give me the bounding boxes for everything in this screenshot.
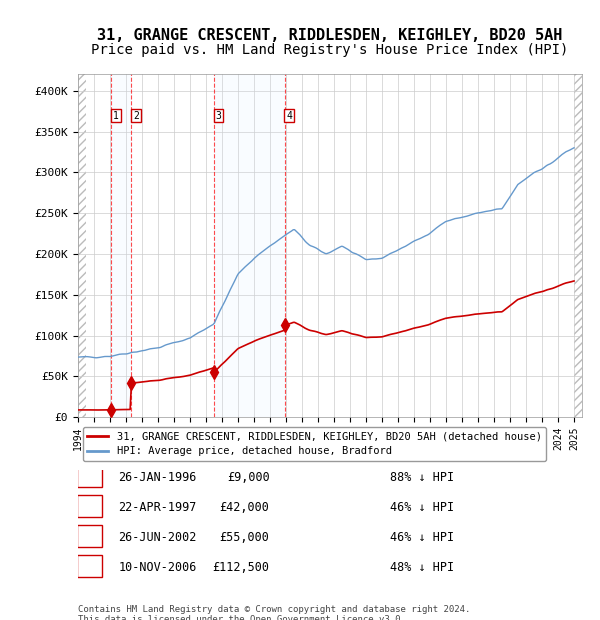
Text: 48% ↓ HPI: 48% ↓ HPI bbox=[391, 561, 455, 574]
Text: 2: 2 bbox=[79, 501, 86, 514]
Legend: 31, GRANGE CRESCENT, RIDDLESDEN, KEIGHLEY, BD20 5AH (detached house), HPI: Avera: 31, GRANGE CRESCENT, RIDDLESDEN, KEIGHLE… bbox=[83, 427, 546, 461]
Text: £112,500: £112,500 bbox=[212, 561, 269, 574]
FancyBboxPatch shape bbox=[77, 495, 102, 517]
Text: 3: 3 bbox=[215, 110, 221, 120]
Bar bbox=[574, 74, 582, 417]
Text: 26-JUN-2002: 26-JUN-2002 bbox=[118, 531, 197, 544]
Text: £55,000: £55,000 bbox=[220, 531, 269, 544]
Text: 4: 4 bbox=[79, 561, 86, 574]
Text: 88% ↓ HPI: 88% ↓ HPI bbox=[391, 471, 455, 484]
FancyBboxPatch shape bbox=[77, 556, 102, 577]
Text: 1: 1 bbox=[79, 471, 86, 484]
Text: 22-APR-1997: 22-APR-1997 bbox=[118, 501, 197, 514]
Text: 1: 1 bbox=[113, 110, 119, 120]
Text: 46% ↓ HPI: 46% ↓ HPI bbox=[391, 501, 455, 514]
Text: 10-NOV-2006: 10-NOV-2006 bbox=[118, 561, 197, 574]
FancyBboxPatch shape bbox=[77, 525, 102, 547]
Text: £9,000: £9,000 bbox=[227, 471, 269, 484]
Text: 26-JAN-1996: 26-JAN-1996 bbox=[118, 471, 197, 484]
Bar bbox=[78, 74, 86, 417]
Bar bbox=[214, 74, 284, 417]
Text: 31, GRANGE CRESCENT, RIDDLESDEN, KEIGHLEY, BD20 5AH: 31, GRANGE CRESCENT, RIDDLESDEN, KEIGHLE… bbox=[97, 28, 563, 43]
Text: 46% ↓ HPI: 46% ↓ HPI bbox=[391, 531, 455, 544]
Bar bbox=[112, 74, 131, 417]
Text: Contains HM Land Registry data © Crown copyright and database right 2024.
This d: Contains HM Land Registry data © Crown c… bbox=[78, 605, 470, 620]
Text: £42,000: £42,000 bbox=[220, 501, 269, 514]
Text: 2: 2 bbox=[133, 110, 139, 120]
Text: 3: 3 bbox=[79, 531, 86, 544]
Text: Price paid vs. HM Land Registry's House Price Index (HPI): Price paid vs. HM Land Registry's House … bbox=[91, 43, 569, 58]
Text: 4: 4 bbox=[286, 110, 292, 120]
FancyBboxPatch shape bbox=[77, 465, 102, 487]
